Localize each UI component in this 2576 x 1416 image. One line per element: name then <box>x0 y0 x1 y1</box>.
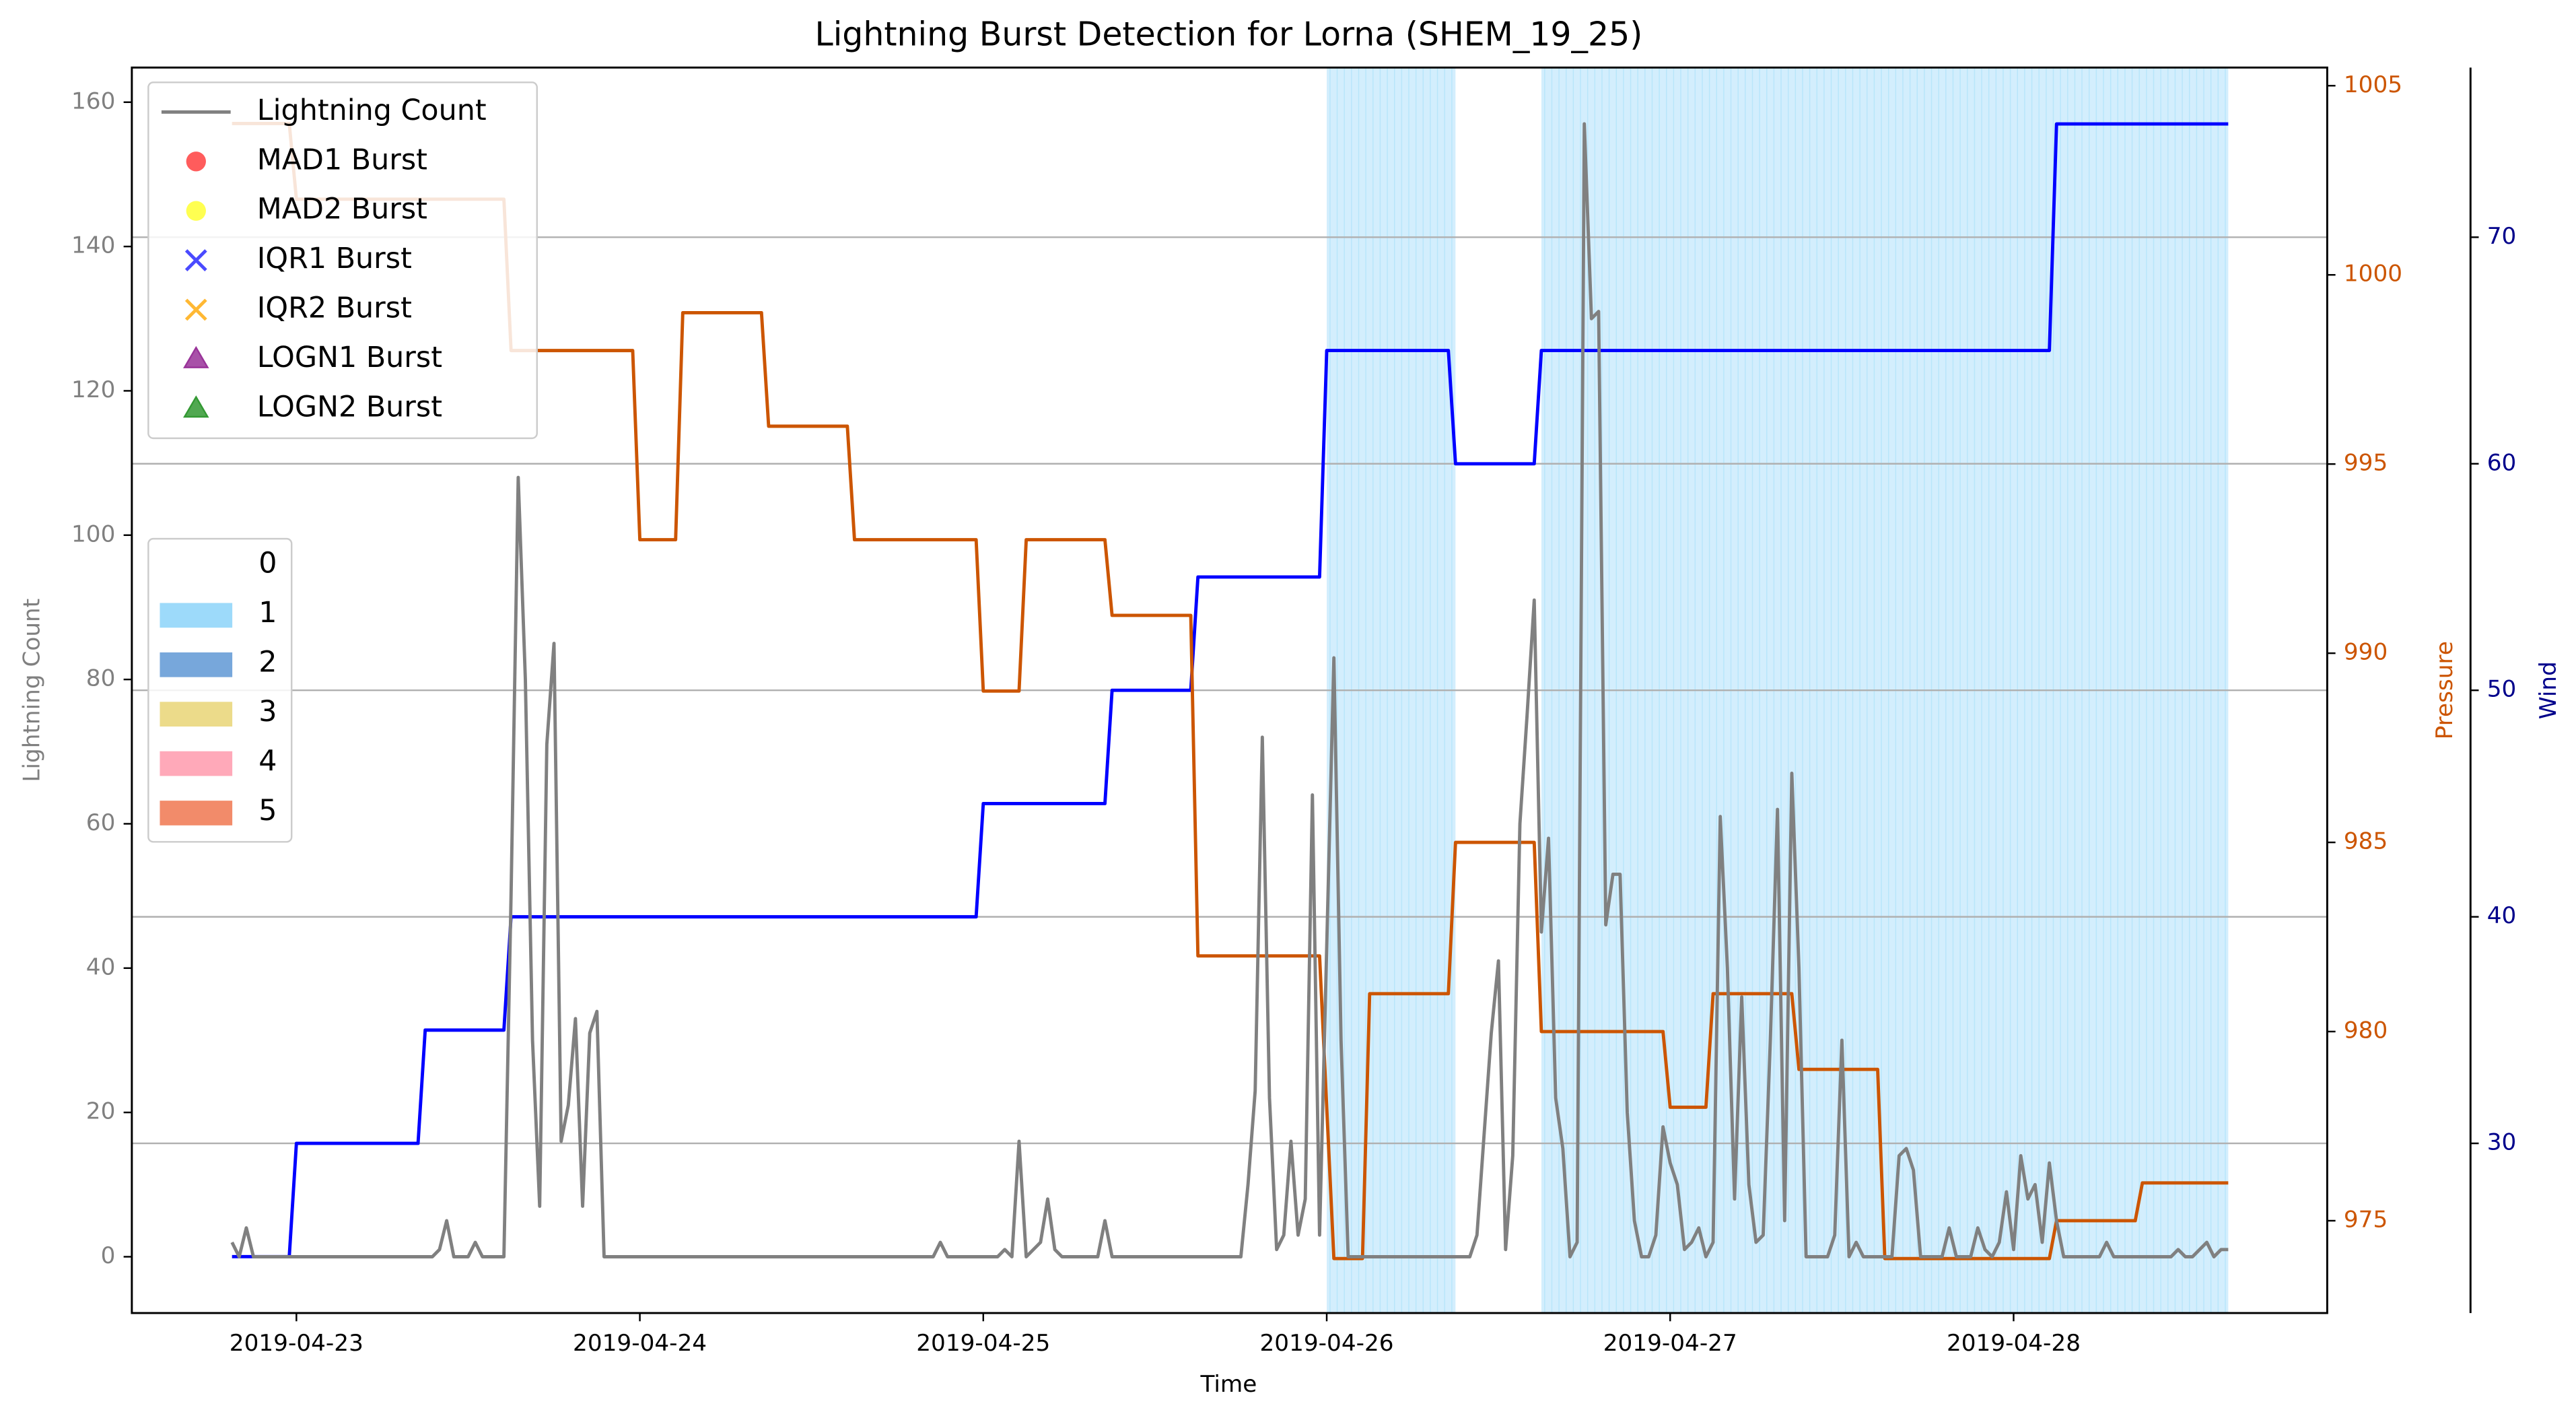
y2-tick-label: 1000 <box>2344 261 2402 288</box>
y2-tick-label: 975 <box>2344 1206 2388 1233</box>
y-tick-label: 20 <box>86 1098 116 1125</box>
y-tick-label: 120 <box>71 376 115 403</box>
legend-label: LOGN1 Burst <box>257 341 442 374</box>
y3-tick-label: 70 <box>2487 223 2517 250</box>
legend-marker <box>184 249 207 272</box>
legend-marker <box>184 298 207 321</box>
legend-box <box>147 81 538 440</box>
legend-label: 0 <box>258 547 277 580</box>
y-tick-label: 0 <box>101 1242 116 1269</box>
legend-marker <box>186 151 206 172</box>
data-line <box>232 122 2229 1260</box>
y2-tick-label: 995 <box>2344 450 2388 477</box>
x-tick-label: 2019-04-28 <box>1947 1330 2081 1357</box>
y3-tick-label: 30 <box>2487 1129 2517 1156</box>
legend-label: 4 <box>258 744 277 778</box>
legend-label: 5 <box>258 794 277 828</box>
legend-label: 1 <box>258 596 277 630</box>
legend-marker <box>186 201 206 221</box>
x-tick-label: 2019-04-25 <box>916 1330 1050 1357</box>
legend-label: 2 <box>258 646 277 679</box>
legend-label: LOGN2 Burst <box>257 390 442 424</box>
legend-label: MAD2 Burst <box>257 193 427 226</box>
y3-axis-label: Wind <box>2535 661 2562 719</box>
x-tick-label: 2019-04-26 <box>1260 1330 1394 1357</box>
legend-label: MAD1 Burst <box>257 143 427 176</box>
y-tick-label: 60 <box>86 809 116 836</box>
y-tick-label: 80 <box>86 665 116 692</box>
y2-tick-label: 985 <box>2344 828 2388 855</box>
x-tick-label: 2019-04-24 <box>573 1330 707 1357</box>
plot-frame <box>131 66 2328 1314</box>
legend-patch <box>160 652 233 677</box>
legend-marker <box>183 395 209 418</box>
y3-tick-label: 60 <box>2487 449 2517 476</box>
y2-axis-label: Pressure <box>2431 641 2458 739</box>
legend-label: Lightning Count <box>257 94 487 127</box>
legend-patch <box>160 702 233 727</box>
y-tick-label: 160 <box>71 88 115 114</box>
x-axis-label: Time <box>1200 1371 1257 1398</box>
y-tick-label: 100 <box>71 520 115 547</box>
data-line <box>232 122 2229 1258</box>
legend-label: IQR2 Burst <box>257 291 412 325</box>
data-line <box>230 122 2229 1258</box>
legend-marker <box>183 345 209 368</box>
y2-tick-label: 980 <box>2344 1017 2388 1044</box>
legend-label: 3 <box>258 695 277 729</box>
x-tick-label: 2019-04-27 <box>1603 1330 1737 1357</box>
y3-tick-label: 50 <box>2487 676 2517 703</box>
y3-tick-label: 40 <box>2487 902 2517 929</box>
y2-tick-label: 1005 <box>2344 71 2402 98</box>
y-tick-label: 140 <box>71 232 115 259</box>
x-tick-label: 2019-04-23 <box>230 1330 363 1357</box>
y-tick-label: 40 <box>86 953 116 980</box>
legend-patch <box>160 801 233 825</box>
category-legend: 0 1 2 3 4 5 <box>147 537 293 843</box>
legend-patch <box>160 603 233 628</box>
chart-title: Lightning Burst Detection for Lorna (SHE… <box>814 15 1642 53</box>
legend: Lightning Count MAD1 Burst MAD2 Burst IQR1 … <box>147 81 538 440</box>
y-axis-label: Lightning Count <box>19 599 46 782</box>
legend-label: IQR1 Burst <box>257 242 412 275</box>
legend-patch <box>160 751 233 776</box>
y2-tick-label: 990 <box>2344 639 2388 666</box>
